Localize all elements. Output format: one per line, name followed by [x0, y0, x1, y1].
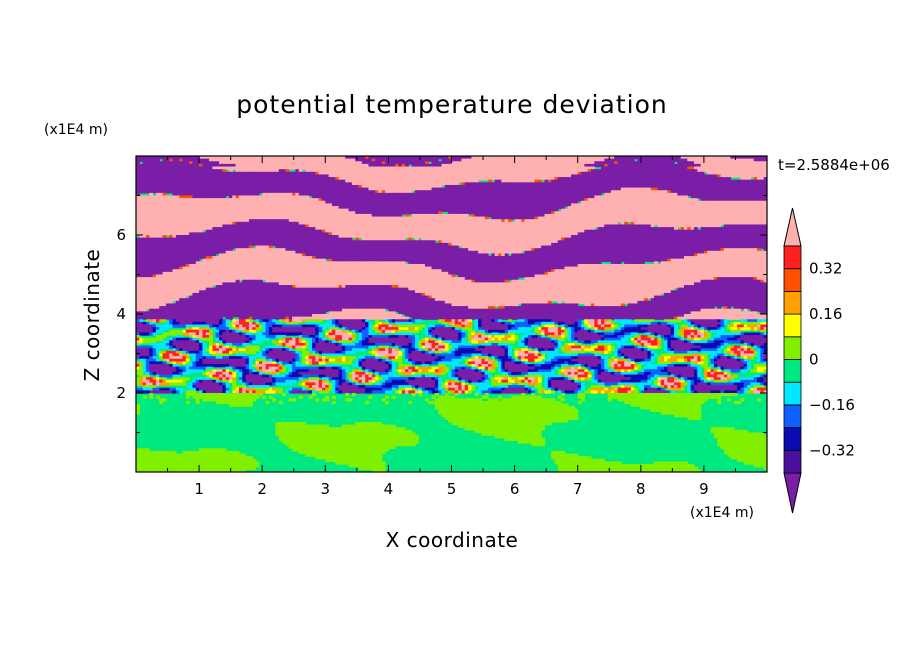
y-tick-label: 6: [116, 226, 126, 244]
colorbar-bin: [783, 336, 802, 360]
contour-field: [136, 156, 767, 472]
x-tick-label: 4: [384, 480, 394, 498]
colorbar-tick-label: −0.32: [809, 441, 855, 459]
chart-title: potential temperature deviation: [236, 90, 667, 119]
colorbar-tick-label: 0.16: [809, 305, 842, 323]
colorbar-bin: [783, 290, 802, 315]
x-tick-label: 9: [699, 480, 709, 498]
colorbar-bin: [783, 404, 802, 428]
colorbar: 0.32 0.16 0 −0.16 −0.32: [783, 207, 855, 514]
x-tick-label: 6: [510, 480, 520, 498]
x-tick-label: 2: [257, 480, 267, 498]
x-tick-label: 7: [573, 480, 583, 498]
colorbar-bin: [783, 381, 802, 406]
colorbar-bin: [783, 268, 802, 292]
x-tick-label: 3: [321, 480, 331, 498]
colorbar-bin: [783, 313, 802, 338]
x-tick-label: 1: [194, 480, 204, 498]
colorbar-extend-top: [783, 207, 802, 247]
colorbar-extend-bottom: [783, 472, 802, 514]
time-label: t=2.5884e+06: [778, 156, 890, 174]
y-tick-label: 2: [116, 384, 126, 402]
y-axis-ticks: 2 4 6: [116, 195, 767, 433]
y-axis-label: Z coordinate: [80, 249, 104, 382]
colorbar-bin: [783, 427, 802, 451]
x-axis-ticks: 1 2 3 4 5 6 7 8 9: [167, 156, 736, 498]
x-axis-label: X coordinate: [386, 528, 519, 552]
y-tick-label: 4: [116, 305, 126, 323]
x-tick-label: 5: [447, 480, 457, 498]
y-unit-label: (x1E4 m): [44, 122, 108, 138]
x-tick-label: 8: [636, 480, 646, 498]
colorbar-tick-label: 0: [809, 351, 819, 369]
colorbar-bin: [783, 359, 802, 383]
colorbar-tick-label: −0.16: [809, 396, 855, 414]
x-unit-label: (x1E4 m): [690, 505, 754, 521]
colorbar-tick-label: 0.32: [809, 260, 842, 278]
colorbar-bin: [783, 449, 802, 474]
colorbar-bin: [783, 245, 802, 270]
